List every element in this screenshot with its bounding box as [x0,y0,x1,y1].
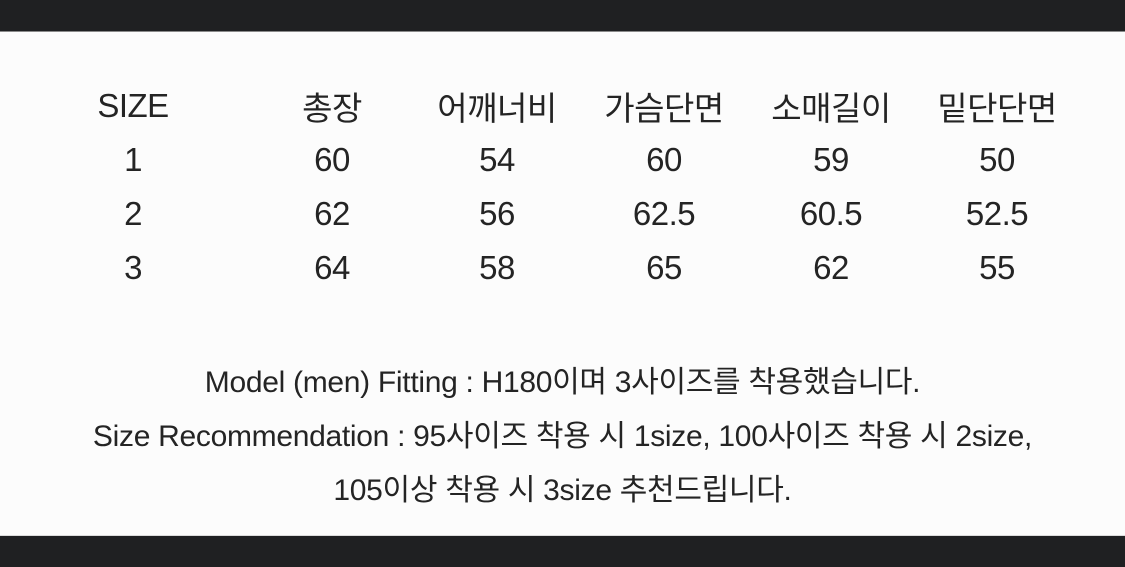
table-cell: 65 [646,249,682,286]
table-cell: 60 [646,141,682,178]
size-recommendation-note-line-1: Size Recommendation : 95사이즈 착용 시 1size, … [92,420,1033,453]
column-header-sleeve-length: 소매길이 [771,90,891,127]
table-cell: 52.5 [965,195,1029,232]
bottom-letterbox-bar [0,536,1125,567]
model-fitting-note: Model (men) Fitting : H180이며 3사이즈를 착용했습니… [204,366,921,399]
table-cell-size-3: 3 [124,249,142,286]
table-cell: 58 [479,249,515,286]
table-cell: 50 [979,141,1015,178]
table-cell: 62 [314,195,350,232]
column-header-total-length: 총장 [302,90,362,127]
table-cell: 64 [314,249,350,286]
table-cell-size-2: 2 [124,195,142,232]
table-cell: 55 [979,249,1015,286]
fitting-notes: Model (men) Fitting : H180이며 3사이즈를 착용했습니… [0,356,1125,518]
size-recommendation-note-line-2: 105이상 착용 시 3size 추천드립니다. [333,474,792,507]
column-header-hem-width: 밑단단면 [937,90,1057,127]
table-cell-size-1: 1 [124,141,142,178]
size-table: SIZE 총장 어깨너비 가슴단면 소매길이 밑단단면 1 60 54 60 5… [0,79,1064,295]
column-header-shoulder-width: 어깨너비 [437,90,557,127]
table-cell: 54 [479,141,515,178]
table-cell: 62.5 [632,195,696,232]
column-header-chest-width: 가슴단면 [604,90,724,127]
table-cell: 60.5 [799,195,863,232]
top-letterbox-bar [0,0,1125,31]
table-cell: 59 [813,141,849,178]
table-cell: 56 [479,195,515,232]
table-cell: 62 [813,249,849,286]
table-cell: 60 [314,141,350,178]
column-header-size: SIZE [97,87,169,124]
